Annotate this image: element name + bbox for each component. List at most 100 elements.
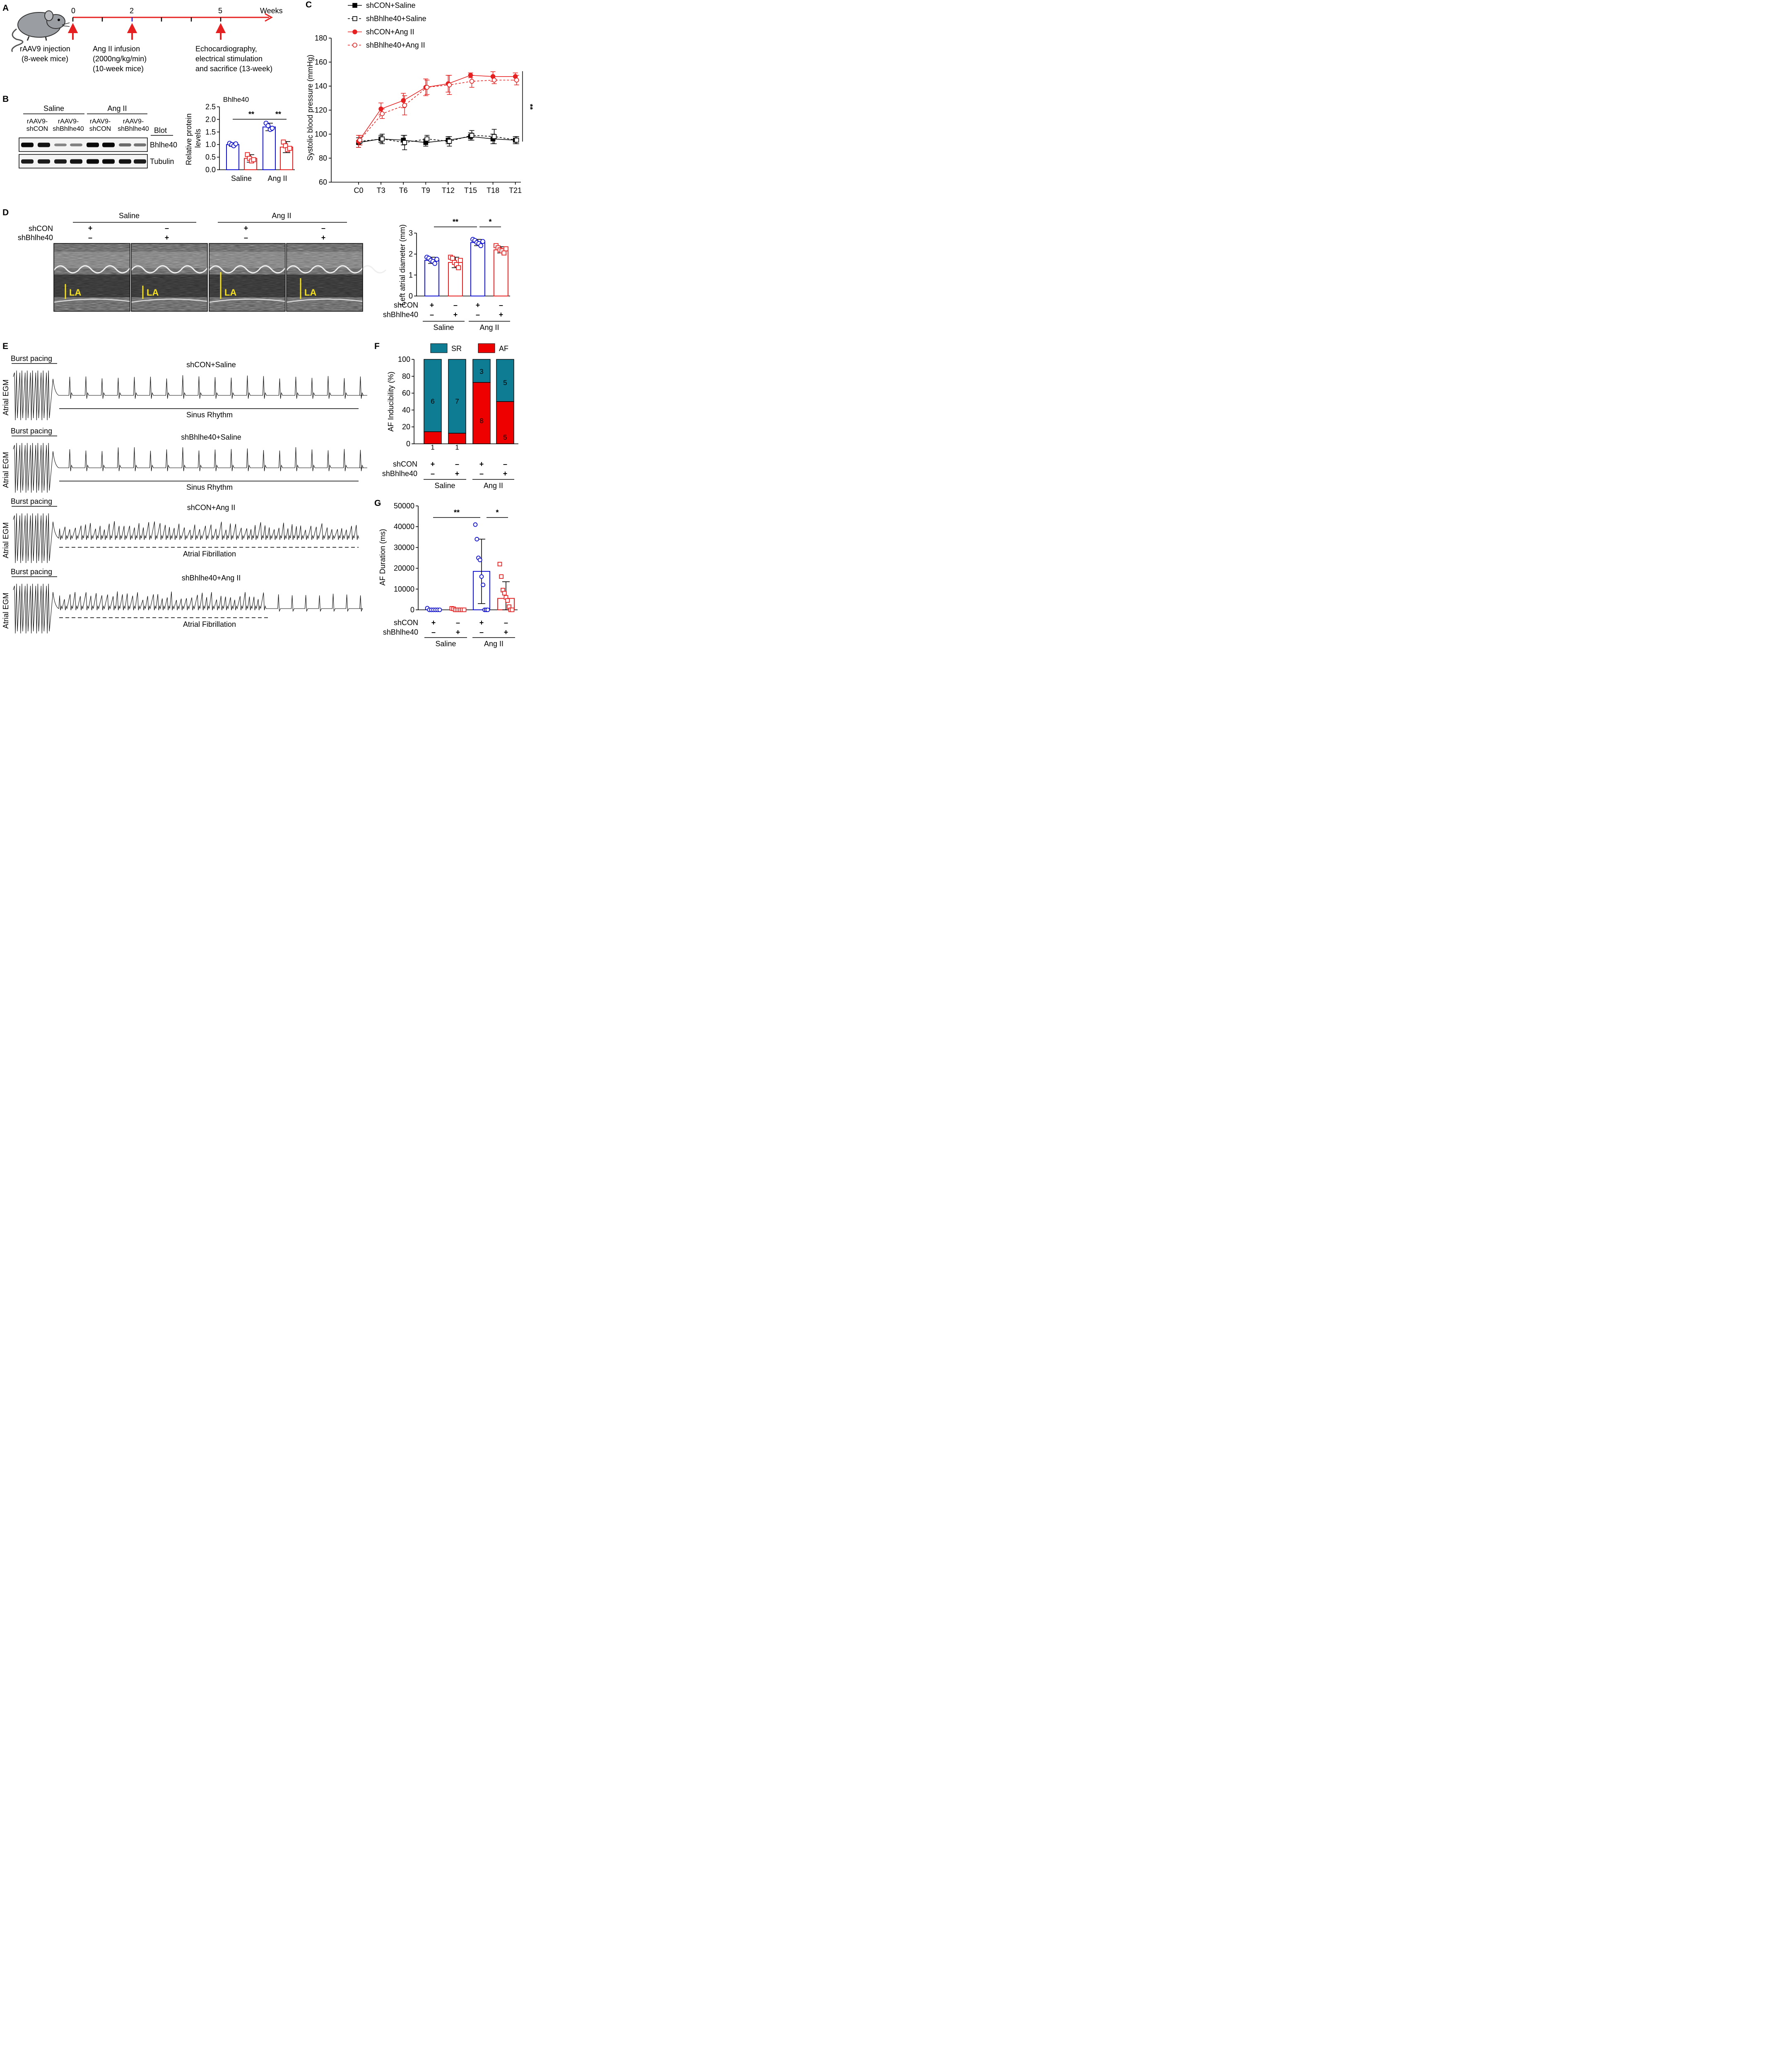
- data-point: [477, 558, 482, 562]
- bhlhe40-band: [87, 142, 99, 147]
- sr-count: 6: [431, 397, 434, 405]
- echo-sign-shcon: –: [321, 224, 325, 232]
- chart-c-legend: shCON+Saline shBhlhe40+Saline shCON+Ang II…: [348, 1, 426, 49]
- event-angii-line1: Ang II infusion: [93, 45, 140, 53]
- y-tick-label: 2.0: [205, 115, 216, 123]
- sign-shcon: –: [503, 460, 507, 468]
- sig-label: **: [275, 110, 281, 118]
- echo-sign-shcon: +: [244, 224, 248, 232]
- data-point: [510, 607, 515, 612]
- y-tick-label: 10000: [394, 585, 414, 593]
- chart-c-ylabel: Systolic blood pressure (mmHg): [306, 55, 314, 161]
- echo-wall-line: [286, 265, 387, 274]
- tubulin-band: [70, 159, 82, 164]
- sign-shcon: +: [430, 301, 434, 309]
- data-point: [514, 137, 519, 143]
- echo-image: LA: [53, 243, 154, 312]
- blot-lane-labels: rAAV9-shCONrAAV9-shBhlhe40rAAV9-shCONrAA…: [26, 118, 149, 132]
- legend-sr: SR: [451, 344, 462, 353]
- egm-trace-title: shCON+Ang II: [187, 503, 236, 512]
- x-tick-label: T12: [442, 186, 455, 195]
- y-tick-label: 0.5: [205, 153, 216, 161]
- blot-lane-label-line2: shBhlhe40: [53, 125, 84, 132]
- bar-af: [448, 433, 466, 444]
- data-point: [424, 85, 430, 90]
- tubulin-bands: [21, 159, 146, 164]
- egm-trace-title: shCON+Saline: [186, 361, 236, 369]
- tubulin-band: [38, 159, 50, 164]
- tubulin-band: [134, 159, 146, 164]
- panel-label-c: C: [306, 0, 312, 10]
- group-label: Saline: [435, 640, 456, 648]
- sign-shcon: –: [453, 301, 458, 309]
- data-point: [458, 258, 463, 263]
- y-tick-label: 140: [315, 82, 327, 90]
- echo-chamber: [131, 274, 207, 297]
- rhythm-label: Atrial Fibrillation: [183, 620, 236, 628]
- tick-week-5: 5: [218, 7, 222, 15]
- data-point: [432, 261, 438, 266]
- legend-label: shCON+Ang II: [366, 28, 414, 36]
- legend-label: shBhlhe40+Saline: [366, 14, 426, 23]
- series-line: [358, 75, 515, 142]
- bhlhe40-band: [70, 143, 82, 147]
- series-line: [359, 79, 517, 141]
- data-point: [497, 562, 502, 566]
- egm-ylabel: Atrial EGM: [2, 522, 10, 558]
- sign-shbhlhe40: +: [503, 469, 508, 478]
- echo-sign-shbhlhe40: –: [244, 233, 248, 242]
- data-point: [502, 591, 507, 596]
- echo-group-saline: Saline: [119, 212, 140, 220]
- sig-label: **: [248, 110, 254, 118]
- y-tick-label: 1.0: [205, 140, 216, 149]
- legend-af: AF: [499, 344, 508, 353]
- bhlhe40-bands: [21, 142, 146, 147]
- event-angii-line2: (2000ng/kg/min): [93, 55, 147, 63]
- x-tick-label: T18: [487, 186, 499, 195]
- bar: [470, 242, 485, 296]
- tubulin-band: [102, 159, 115, 164]
- data-point: [501, 250, 507, 256]
- sign-shcon: –: [455, 460, 459, 468]
- sign-row-shcon: shCON: [394, 619, 418, 627]
- x-tick-label: T6: [399, 186, 408, 195]
- bar: [494, 249, 508, 296]
- sign-shcon: +: [431, 460, 435, 468]
- blot-lane-label-line1: rAAV9-: [27, 118, 48, 125]
- y-tick-label: 0: [406, 440, 410, 448]
- rhythm-label: Sinus Rhythm: [186, 411, 233, 419]
- data-point: [505, 598, 510, 603]
- chart-g-ylabel: AF Duration (ms): [378, 529, 387, 585]
- echo-posterior-wall: [53, 298, 130, 303]
- blot-tubulin: [19, 154, 148, 168]
- burst-pacing-label: Burst pacing: [11, 568, 52, 576]
- y-tick-label: 100: [398, 355, 410, 363]
- y-tick-label: 20: [402, 423, 410, 431]
- panel-e: E Burst pacing Atrial EGM shCON+Saline Sinu…: [2, 342, 367, 634]
- echo-image: LA: [286, 243, 387, 312]
- bar-sr: [424, 359, 442, 432]
- egm-ylabel: Atrial EGM: [2, 592, 10, 628]
- group-label: Ang II: [479, 323, 499, 332]
- echo-wall-band: [131, 252, 207, 268]
- event-arrows: [67, 23, 226, 40]
- sr-count: 5: [503, 379, 507, 387]
- chart-b-ylabel-line2: levels: [194, 129, 202, 148]
- af-count: 1: [455, 443, 459, 451]
- group-label: Ang II: [484, 481, 503, 490]
- data-point: [447, 82, 452, 87]
- sig-label: **: [453, 218, 458, 226]
- y-tick-label: 50000: [394, 502, 414, 510]
- sign-shcon: –: [504, 619, 508, 627]
- data-point: [491, 134, 497, 139]
- x-category: Saline: [231, 174, 252, 183]
- data-point: [456, 265, 461, 270]
- egm-ylabel: Atrial EGM: [2, 379, 10, 415]
- data-point: [478, 243, 484, 248]
- echo-group-angii: Ang II: [272, 212, 291, 220]
- la-label: LA: [147, 287, 159, 298]
- sign-shbhlhe40: +: [455, 469, 460, 478]
- echo-wall-band: [209, 252, 285, 268]
- bar: [226, 144, 239, 171]
